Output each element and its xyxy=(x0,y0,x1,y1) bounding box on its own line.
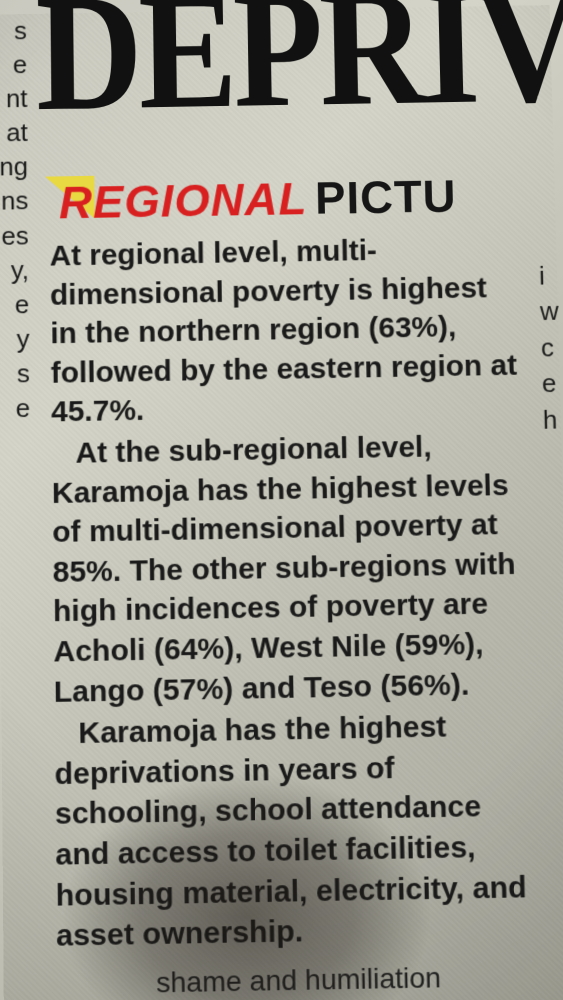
newspaper-page: s e nt at ng ns es y, e y s e DEPRIVEL R… xyxy=(0,5,563,1000)
left-frag: s xyxy=(0,356,34,391)
paragraph-1: At regional level, multi-dimensional pov… xyxy=(49,229,520,432)
right-frag: i xyxy=(535,258,560,294)
left-frag: s xyxy=(0,14,31,49)
left-frag: y, xyxy=(0,253,33,288)
paragraph-2: At the sub-regional level, Karamoja has … xyxy=(51,426,527,712)
left-frag: es xyxy=(0,218,33,253)
left-frag: nt xyxy=(0,82,32,117)
left-frag: ns xyxy=(0,184,32,219)
header-pictu: PICTU xyxy=(315,170,458,225)
right-frag: c xyxy=(537,329,562,365)
masthead-headline: DEPRIVEL xyxy=(35,0,563,149)
left-frag: e xyxy=(0,391,34,426)
right-cutoff-column: i w c e h xyxy=(535,258,563,438)
left-frag: e xyxy=(0,287,33,322)
header-regional: REGIONAL xyxy=(59,172,308,229)
left-frag: y xyxy=(0,322,34,357)
left-frag: e xyxy=(0,48,31,83)
bottom-cutoff-phrase: shame and humiliation xyxy=(156,962,441,1000)
section-header: REGIONAL PICTU xyxy=(45,170,457,230)
paragraph-3: Karamoja has the highest deprivations in… xyxy=(54,706,534,957)
left-frag: ng xyxy=(0,150,32,185)
right-frag: e xyxy=(537,365,562,401)
right-frag: h xyxy=(538,401,563,438)
right-frag: w xyxy=(536,293,561,329)
left-cutoff-column: s e nt at ng ns es y, e y s e xyxy=(0,14,40,1000)
article-body: At regional level, multi-dimensional pov… xyxy=(49,229,533,959)
left-frag: at xyxy=(0,116,32,151)
